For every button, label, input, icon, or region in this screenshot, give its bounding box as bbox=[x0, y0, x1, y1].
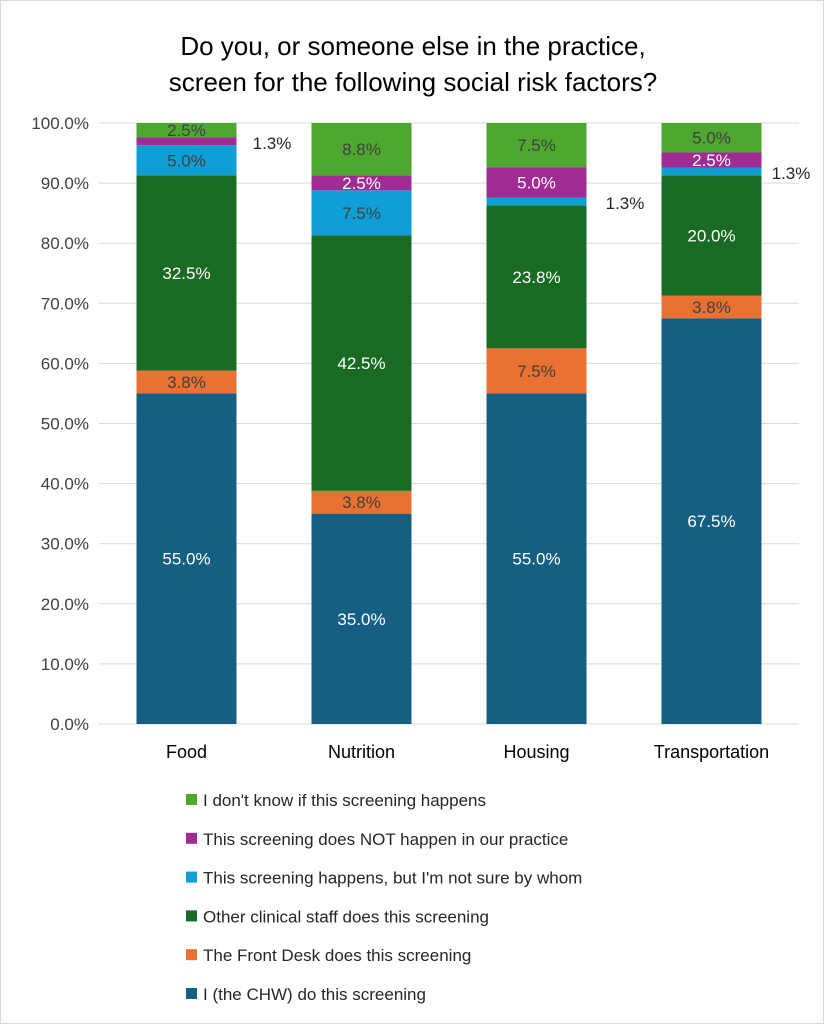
data-label: 5.0% bbox=[517, 173, 556, 192]
bar-segment bbox=[136, 370, 237, 394]
data-label: 5.0% bbox=[167, 151, 206, 170]
y-tick-label: 10.0% bbox=[41, 655, 89, 674]
y-tick-label: 50.0% bbox=[41, 415, 89, 434]
y-tick-label: 60.0% bbox=[41, 354, 89, 373]
bar-segment bbox=[661, 152, 762, 168]
data-label: 2.5% bbox=[342, 174, 381, 193]
data-label: 5.0% bbox=[692, 129, 731, 148]
y-tick-label: 30.0% bbox=[41, 535, 89, 554]
legend-label: I (the CHW) do this screening bbox=[203, 985, 426, 1004]
legend-label: The Front Desk does this screening bbox=[203, 946, 471, 965]
bar-segment bbox=[661, 167, 762, 176]
data-label: 55.0% bbox=[162, 550, 210, 569]
bar-segment bbox=[311, 175, 412, 191]
bar-segment bbox=[486, 393, 587, 724]
legend-label: This screening does NOT happen in our pr… bbox=[203, 830, 568, 849]
bar-segment bbox=[136, 123, 237, 138]
data-label: 35.0% bbox=[337, 610, 385, 629]
legend-label: I don't know if this screening happens bbox=[203, 791, 486, 810]
bar-segment bbox=[661, 175, 762, 296]
bar-segment bbox=[486, 205, 587, 349]
legend-swatch bbox=[186, 910, 197, 922]
bar-segment bbox=[311, 123, 412, 176]
data-label: 67.5% bbox=[687, 512, 735, 531]
chart-title-line-2: screen for the following social risk fac… bbox=[169, 67, 657, 97]
bar-segment bbox=[661, 123, 762, 153]
x-tick-label: Transportation bbox=[654, 742, 769, 762]
bar-segment bbox=[311, 190, 412, 236]
y-tick-label: 40.0% bbox=[41, 475, 89, 494]
data-label: 1.3% bbox=[606, 194, 645, 213]
data-label: 3.8% bbox=[342, 493, 381, 512]
y-tick-label: 20.0% bbox=[41, 595, 89, 614]
data-label: 55.0% bbox=[512, 550, 560, 569]
data-label: 8.8% bbox=[342, 140, 381, 159]
y-tick-label: 90.0% bbox=[41, 174, 89, 193]
bar-segment bbox=[311, 490, 412, 514]
bar-segment bbox=[661, 295, 762, 319]
chart-title-line-1: Do you, or someone else in the practice, bbox=[180, 31, 645, 61]
legend-swatch bbox=[186, 949, 197, 961]
bar-segment bbox=[486, 167, 587, 198]
data-label: 23.8% bbox=[512, 268, 560, 287]
data-label: 7.5% bbox=[342, 204, 381, 223]
data-label: 1.3% bbox=[772, 164, 811, 183]
data-label: 7.5% bbox=[517, 136, 556, 155]
data-label: 32.5% bbox=[162, 264, 210, 283]
data-label: 1.3% bbox=[253, 134, 292, 153]
bar-segment bbox=[136, 137, 237, 146]
y-tick-label: 80.0% bbox=[41, 234, 89, 253]
y-tick-label: 0.0% bbox=[50, 715, 89, 734]
x-tick-label: Housing bbox=[503, 742, 569, 762]
bar-segment bbox=[661, 318, 762, 724]
bar-segment bbox=[311, 235, 412, 491]
bar-segment bbox=[486, 197, 587, 206]
legend-swatch bbox=[186, 871, 197, 883]
y-tick-label: 100.0% bbox=[31, 114, 89, 133]
legend-label: Other clinical staff does this screening bbox=[203, 907, 489, 926]
data-label: 7.5% bbox=[517, 362, 556, 381]
y-tick-label: 70.0% bbox=[41, 294, 89, 313]
bar-segment bbox=[486, 123, 587, 168]
bar-segment bbox=[136, 145, 237, 176]
legend-label: This screening happens, but I'm not sure… bbox=[203, 869, 582, 888]
bar-segment bbox=[136, 175, 237, 371]
legend-swatch bbox=[186, 832, 197, 844]
bar-segment bbox=[311, 513, 412, 724]
bar-segment bbox=[136, 393, 237, 724]
data-label: 2.5% bbox=[167, 121, 206, 140]
data-label: 20.0% bbox=[687, 226, 735, 245]
data-label: 3.8% bbox=[167, 373, 206, 392]
data-label: 2.5% bbox=[692, 151, 731, 170]
data-label: 42.5% bbox=[337, 354, 385, 373]
x-tick-label: Nutrition bbox=[328, 742, 395, 762]
x-tick-label: Food bbox=[166, 742, 207, 762]
bar-segment bbox=[486, 348, 587, 394]
legend-swatch bbox=[186, 794, 197, 805]
legend-swatch bbox=[186, 988, 197, 999]
data-label: 3.8% bbox=[692, 298, 731, 317]
